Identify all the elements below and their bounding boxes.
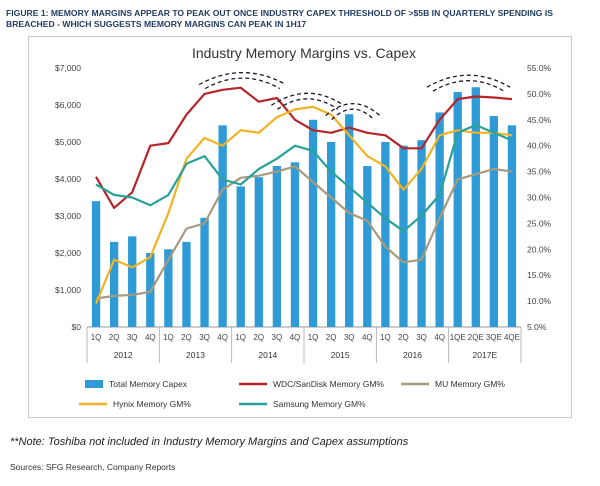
x-tick-label: 2Q (398, 333, 409, 342)
x-year-label: 2014 (258, 350, 277, 360)
capex-bar (453, 92, 462, 327)
legend-wdc-sandisk-label: WDC/SanDisk Memory GM% (273, 379, 384, 389)
capex-bar (507, 125, 517, 327)
chart-panel: Industry Memory Margins vs. Capex $0 $1,00… (28, 36, 572, 418)
x-tick-label: 3QE (486, 333, 502, 342)
memory-margins-capex-chart: Industry Memory Margins vs. Capex $0 $1,00… (55, 45, 552, 409)
x-tick-label: 3Q (416, 333, 427, 342)
capex-bar (471, 87, 480, 327)
legend-samsung-label: Samsung Memory GM% (273, 399, 366, 409)
x-tick-label: 1Q (380, 333, 391, 342)
y-left-tick-label: $3,000 (55, 211, 81, 221)
capex-bar (164, 249, 173, 327)
capex-bar (254, 177, 263, 327)
dashed-peak-arc (426, 74, 511, 88)
dashed-peak-arc (271, 92, 345, 106)
capex-bar (417, 140, 426, 327)
y-right-tick-label: 20.0% (527, 244, 552, 254)
x-year-label: 2017E (473, 350, 498, 360)
y-left-tick-label: $1,000 (55, 285, 81, 295)
x-tick-label: 3Q (272, 333, 283, 342)
x-tick-label: 2QE (468, 333, 484, 342)
dashed-peak-arc (277, 98, 339, 110)
x-tick-label: 1Q (308, 333, 319, 342)
capex-bar (272, 166, 282, 327)
legend-total-capex-swatch (85, 380, 103, 388)
legend-total-capex-label: Total Memory Capex (109, 379, 188, 389)
y-left-tick-label: $6,000 (55, 100, 81, 110)
capex-bar (91, 201, 101, 327)
figure-title: FIGURE 1: MEMORY MARGINS APPEAR TO PEAK … (6, 8, 553, 29)
mu-gm-line (95, 165, 513, 300)
dashed-peak-arc (204, 77, 281, 90)
x-year-label: 2015 (331, 350, 350, 360)
capex-bar (218, 125, 227, 327)
capex-bar (399, 145, 408, 327)
capex-bar (236, 186, 245, 327)
legend-mu-label: MU Memory GM% (435, 379, 505, 389)
capex-bar (345, 114, 354, 327)
x-tick-label: 2Q (326, 333, 337, 342)
y-left-tick-label: $5,000 (55, 137, 81, 147)
x-tick-label: 4Q (290, 333, 301, 342)
y-left-tick-label: $4,000 (55, 174, 81, 184)
y-right-tick-label: 10.0% (527, 296, 552, 306)
x-tick-label: 1Q (235, 333, 246, 342)
legend-hynix-label: Hynix Memory GM% (113, 399, 191, 409)
x-year-label: 2012 (114, 350, 133, 360)
y-right-tick-label: 15.0% (527, 270, 552, 280)
x-tick-label: 3Q (127, 333, 138, 342)
y-right-tick-label: 40.0% (527, 141, 552, 151)
capex-bar (326, 142, 336, 327)
y-right-tick-label: 55.0% (527, 63, 552, 73)
x-tick-label: 2Q (109, 333, 120, 342)
dashed-peak-arc (325, 103, 381, 117)
x-tick-label: 4Q (434, 333, 445, 342)
x-tick-label: 1QE (450, 333, 466, 342)
y-left-tick-label: $2,000 (55, 248, 81, 258)
capex-bar (381, 142, 390, 327)
wdc-sandisk-gm-line (95, 86, 513, 209)
samsung-gm-line (95, 123, 513, 233)
x-tick-label: 3Q (199, 333, 210, 342)
x-tick-label: 3Q (344, 333, 355, 342)
x-tick-label: 4Q (145, 333, 156, 342)
hynix-gm-line (94, 105, 513, 305)
y-right-tick-label: 45.0% (527, 115, 552, 125)
dashed-peak-arc (331, 108, 375, 121)
capex-bar (363, 166, 372, 327)
x-tick-label: 1Q (91, 333, 102, 342)
footnote: **Note: Toshiba not included in Industry… (10, 436, 409, 448)
x-tick-label: 2Q (181, 333, 192, 342)
x-tick-label: 4QE (504, 333, 520, 342)
capex-bar (200, 217, 209, 327)
chart-title: Industry Memory Margins vs. Capex (192, 45, 416, 61)
y-right-tick-label: 50.0% (527, 89, 552, 99)
y-left-tick-label: $0 (72, 322, 82, 332)
y-right-tick-label: 5.0% (527, 322, 547, 332)
capex-bar (182, 241, 191, 327)
x-year-label: 2016 (403, 350, 422, 360)
x-tick-label: 2Q (253, 333, 264, 342)
dashed-peak-arc (432, 80, 505, 92)
y-right-tick-label: 25.0% (527, 218, 552, 228)
dashed-peak-arc (198, 71, 287, 86)
x-tick-label: 4Q (217, 333, 228, 342)
x-tick-label: 1Q (163, 333, 174, 342)
x-tick-label: 4Q (362, 333, 373, 342)
capex-bar (290, 162, 300, 327)
capex-bar (109, 241, 119, 327)
capex-bar (489, 116, 499, 327)
y-right-tick-label: 35.0% (527, 167, 552, 177)
source-line: Sources: SFG Research, Company Reports (10, 462, 176, 472)
y-right-tick-label: 30.0% (527, 193, 552, 203)
y-left-tick-label: $7,000 (55, 63, 81, 73)
x-year-label: 2013 (186, 350, 205, 360)
capex-bar (308, 119, 318, 327)
capex-bar (128, 236, 137, 327)
